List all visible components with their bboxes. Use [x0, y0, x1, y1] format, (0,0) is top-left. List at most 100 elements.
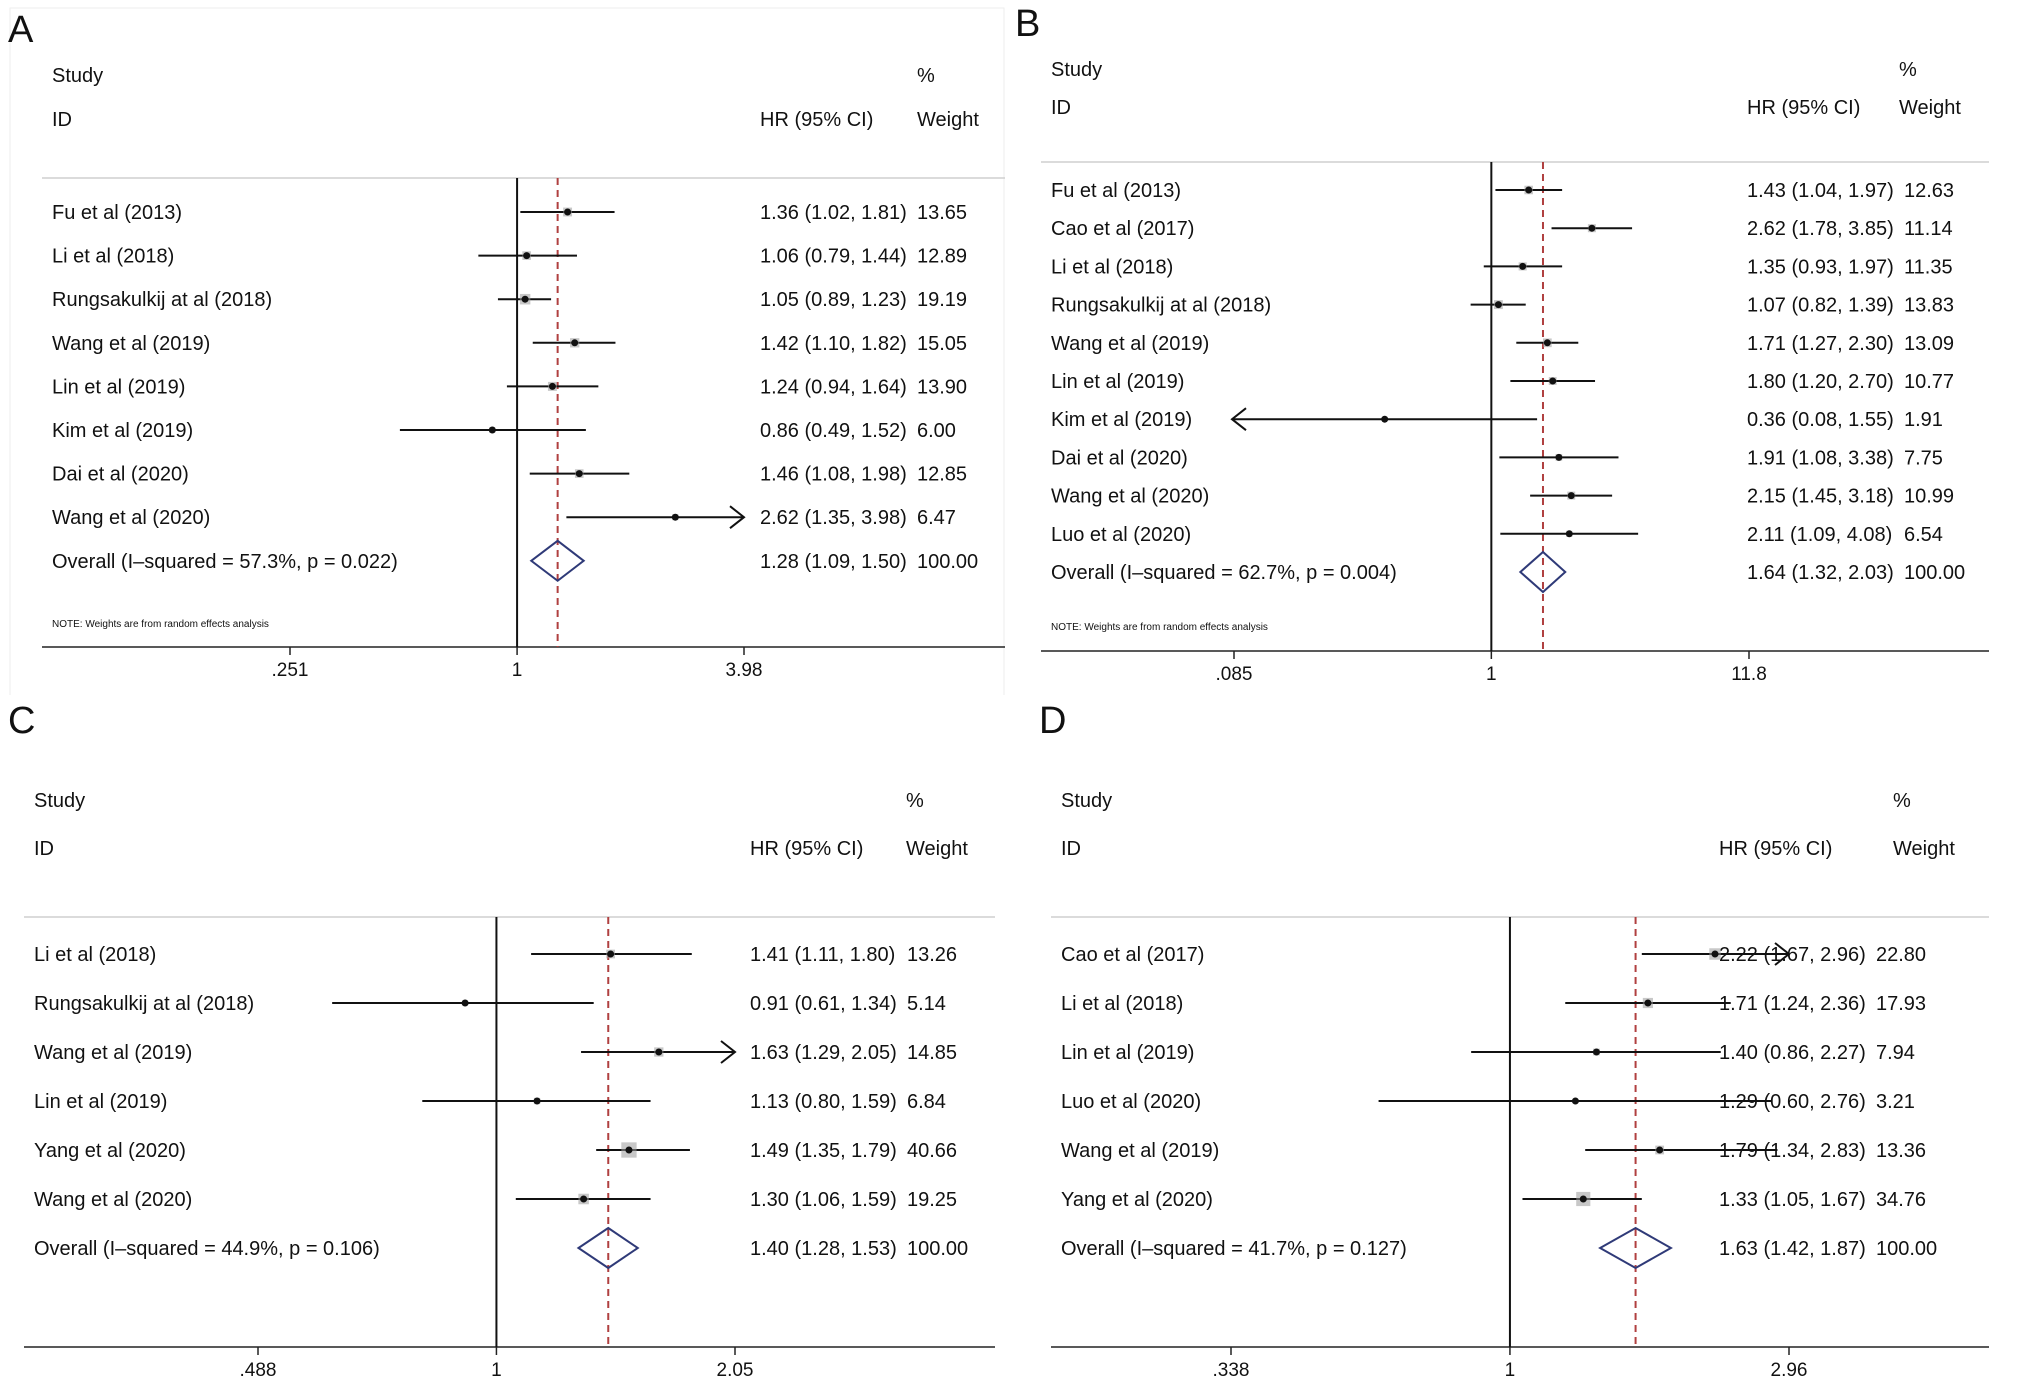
overall-diamond: [529, 539, 586, 583]
study-weight: 13.90: [917, 376, 967, 398]
study-weight: 22.80: [1876, 944, 1926, 966]
study-label: Wang et al (2019): [52, 333, 210, 355]
study-label: Lin et al (2019): [1061, 1042, 1194, 1064]
study-weight: 6.84: [907, 1091, 946, 1113]
study-weight: 6.47: [917, 507, 956, 529]
study-ci-text: 1.40 (0.86, 2.27): [1719, 1042, 1866, 1064]
pct-header: %: [906, 790, 924, 812]
panel-letter: B: [1015, 3, 1040, 45]
x-tick-label: .338: [1213, 1360, 1250, 1381]
point-estimate: [1644, 999, 1652, 1007]
study-ci-text: 1.41 (1.11, 1.80): [750, 944, 895, 966]
ci-arrow-right: [720, 1040, 737, 1064]
study-weight: 6.00: [917, 420, 956, 442]
panel-border: [9, 7, 1005, 695]
study-weight: 34.76: [1876, 1189, 1926, 1211]
forest-panel-b: B Study ID HR (95% CI)% Weight .085 1 11.8 Fu et…: [1009, 0, 2018, 695]
study-weight: 13.36: [1876, 1140, 1926, 1162]
point-estimate: [1588, 224, 1596, 232]
study-weight: 10.77: [1904, 371, 1954, 393]
point-estimate: [1579, 1195, 1587, 1203]
overall-ci-text: 1.28 (1.09, 1.50): [760, 551, 907, 573]
study-label: Lin et al (2019): [34, 1091, 167, 1113]
x-tick-label: 1: [1505, 1360, 1516, 1381]
study-ci-text: 1.79 (1.34, 2.83): [1719, 1140, 1866, 1162]
hr-header: HR (95% CI): [1719, 838, 1832, 860]
study-header: Study: [34, 790, 85, 812]
point-estimate: [521, 295, 529, 303]
study-ci-text: 1.13 (0.80, 1.59): [750, 1091, 897, 1113]
point-estimate: [533, 1097, 541, 1105]
x-tick-label: 3.98: [726, 660, 763, 681]
study-weight: 17.93: [1876, 993, 1926, 1015]
study-ci-text: 1.71 (1.24, 2.36): [1719, 993, 1866, 1015]
weight-header: Weight: [1893, 838, 1955, 860]
study-label: Wang et al (2020): [34, 1189, 192, 1211]
study-label: Wang et al (2019): [1061, 1140, 1219, 1162]
study-ci-text: 1.42 (1.10, 1.82): [760, 333, 907, 355]
study-weight: 13.83: [1904, 295, 1954, 317]
study-label: Yang et al (2020): [1061, 1189, 1213, 1211]
overall-diamond: [1598, 1226, 1673, 1270]
study-label: Luo et al (2020): [1051, 524, 1191, 546]
id-header: ID: [1061, 838, 1081, 860]
point-estimate: [607, 950, 615, 958]
point-estimate: [1555, 453, 1563, 461]
study-weight: 12.85: [917, 464, 967, 486]
study-label: Kim et al (2019): [1051, 409, 1192, 431]
study-label: Lin et al (2019): [1051, 371, 1184, 393]
weight-header: Weight: [906, 838, 968, 860]
x-tick-label: 1: [1486, 664, 1497, 685]
study-weight: 3.21: [1876, 1091, 1915, 1113]
study-ci-text: 1.36 (1.02, 1.81): [760, 202, 907, 224]
overall-label: Overall (I–squared = 44.9%, p = 0.106): [34, 1238, 380, 1260]
study-label: Li et al (2018): [1051, 256, 1173, 278]
study-weight: 11.14: [1904, 218, 1953, 240]
point-estimate: [1525, 186, 1533, 194]
point-estimate: [575, 470, 583, 478]
pct-header: %: [1893, 790, 1911, 812]
study-ci-text: 1.35 (0.93, 1.97): [1747, 256, 1894, 278]
study-label: Wang et al (2019): [34, 1042, 192, 1064]
weight-header: Weight: [1899, 97, 1961, 119]
study-ci-text: 2.62 (1.78, 3.85): [1747, 218, 1894, 240]
study-weight: 7.75: [1904, 447, 1943, 469]
study-ci-text: 1.24 (0.94, 1.64): [760, 376, 907, 398]
study-ci-text: 1.91 (1.08, 3.38): [1747, 447, 1894, 469]
study-weight: 15.05: [917, 333, 967, 355]
point-estimate: [1381, 415, 1389, 423]
study-label: Li et al (2018): [34, 944, 156, 966]
point-estimate: [564, 208, 572, 216]
point-estimate: [548, 382, 556, 390]
forest-plot-c: C Study ID HR (95% CI)% Weight .488 1 2.05 Li et…: [8, 700, 995, 1381]
overall-weight: 100.00: [907, 1238, 968, 1260]
point-estimate: [1565, 530, 1573, 538]
study-ci-text: 2.62 (1.35, 3.98): [760, 507, 907, 529]
study-ci-text: 2.11 (1.09, 4.08): [1747, 524, 1892, 546]
study-label: Fu et al (2013): [52, 202, 182, 224]
study-label: Li et al (2018): [1061, 993, 1183, 1015]
x-tick-label: .488: [240, 1360, 277, 1381]
study-ci-text: 1.71 (1.27, 2.30): [1747, 333, 1894, 355]
study-ci-text: 1.63 (1.29, 2.05): [750, 1042, 897, 1064]
study-ci-text: 1.49 (1.35, 1.79): [750, 1140, 897, 1162]
overall-weight: 100.00: [917, 551, 978, 573]
forest-plot-a: A Study ID HR (95% CI)% Weight .251 1 3.98 Fu et…: [8, 7, 1005, 695]
study-weight: 12.89: [917, 246, 967, 268]
point-estimate: [1549, 377, 1557, 385]
id-header: ID: [34, 838, 54, 860]
weights-note: NOTE: Weights are from random effects an…: [52, 619, 269, 630]
overall-diamond: [1518, 550, 1567, 594]
overall-ci-text: 1.63 (1.42, 1.87): [1719, 1238, 1866, 1260]
overall-weight: 100.00: [1876, 1238, 1937, 1260]
study-weight: 10.99: [1904, 486, 1954, 508]
overall-ci-text: 1.64 (1.32, 2.03): [1747, 562, 1894, 584]
study-weight: 12.63: [1904, 180, 1954, 202]
point-estimate: [461, 999, 469, 1007]
forest-panel-a: A Study ID HR (95% CI)% Weight .251 1 3.98 Fu et…: [0, 0, 1009, 695]
weight-header: Weight: [917, 109, 979, 131]
pct-header: %: [1899, 59, 1917, 81]
study-ci-text: 1.30 (1.06, 1.59): [750, 1189, 897, 1211]
hr-header: HR (95% CI): [750, 838, 863, 860]
point-estimate: [1711, 950, 1719, 958]
